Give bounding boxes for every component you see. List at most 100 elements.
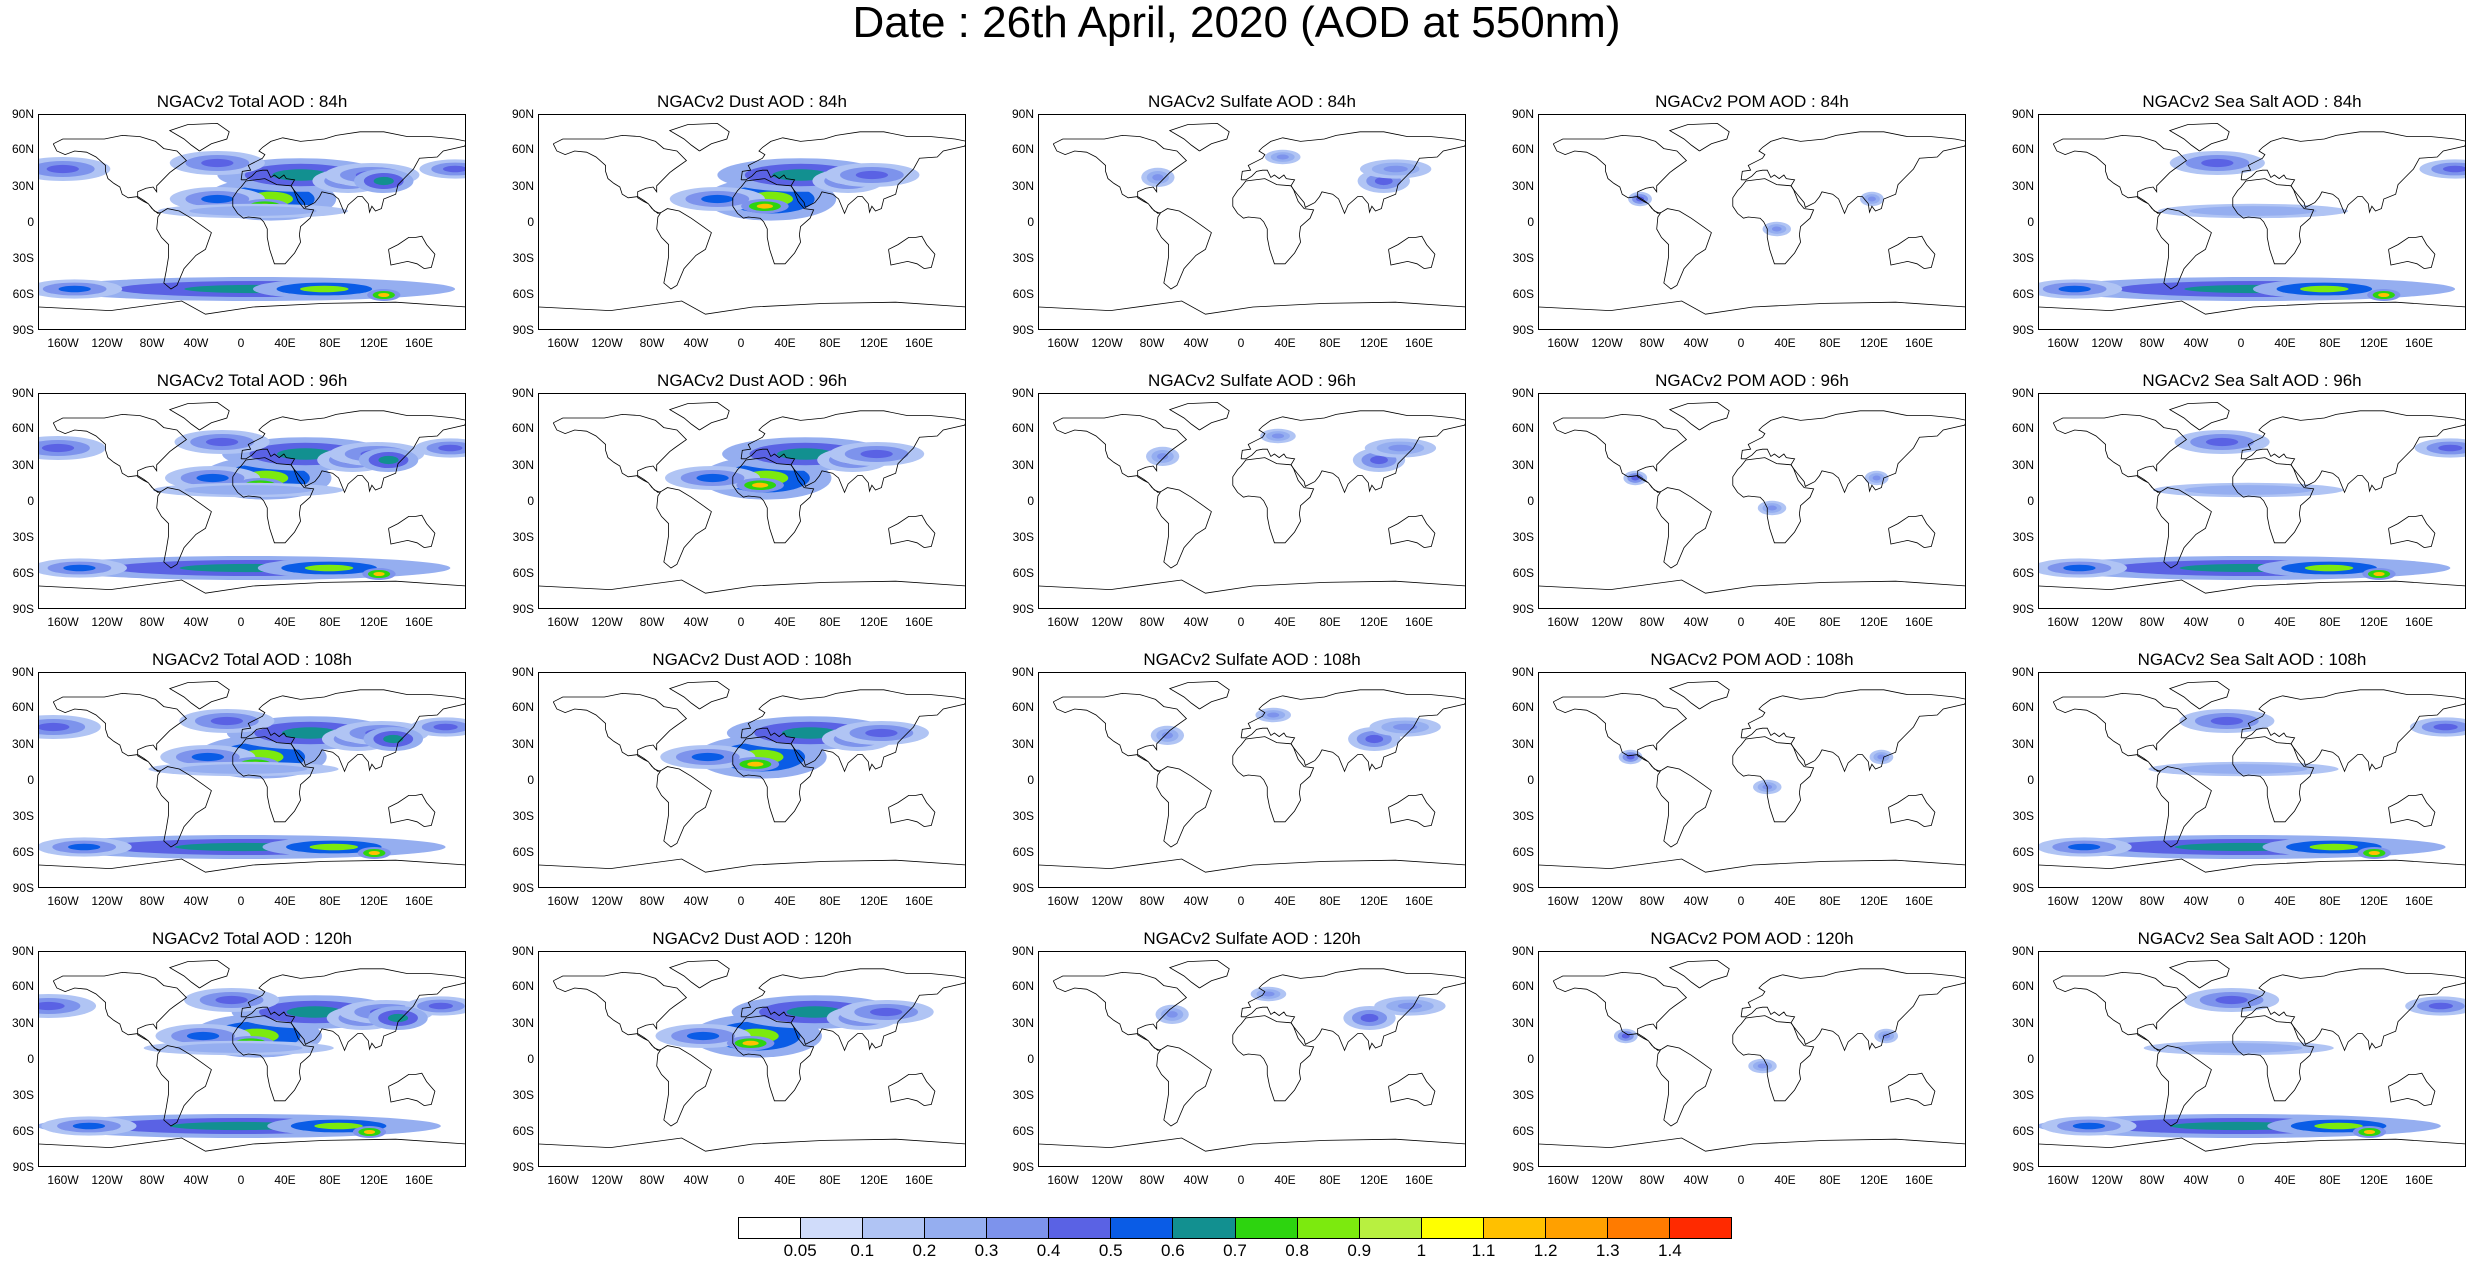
latitude-tick-label: 90S <box>1012 602 1034 616</box>
aod-plume <box>215 487 281 493</box>
longitude-tick-label: 160E <box>404 894 434 908</box>
aod-plume <box>2072 1122 2106 1130</box>
aod-plume <box>2309 843 2359 851</box>
colorbar-tick-label: 0.5 <box>1098 1241 1123 1260</box>
coastline <box>39 579 465 594</box>
longitude-tick-label: 160W <box>47 894 79 908</box>
coastline <box>552 413 712 569</box>
longitude-tick-label: 40W <box>1183 336 1209 350</box>
map-panel: NGACv2 Total AOD : 108h 90N 60N 30N 0 30S 60S 9… <box>0 650 500 920</box>
aod-plume <box>1276 154 1289 160</box>
colorbar-swatch <box>1235 1218 1298 1238</box>
aod-plume <box>2201 158 2234 168</box>
coastline <box>1052 971 1212 1127</box>
longitude-tick-label: 40E <box>2274 1173 2296 1187</box>
latitude-tick-label: 0 <box>27 494 34 508</box>
latitude-tick-label: 60S <box>1012 566 1034 580</box>
coastline <box>1732 736 1815 823</box>
aod-map <box>1538 672 1966 888</box>
latitude-tick-label: 0 <box>1527 215 1534 229</box>
latitude-tick-label: 60S <box>12 287 34 301</box>
longitude-tick-label: 160E <box>904 1173 934 1187</box>
latitude-tick-label: 60N <box>2011 421 2034 435</box>
latitude-tick-label: 90S <box>2012 323 2034 337</box>
longitude-tick-label: 80E <box>319 1173 341 1187</box>
longitude-tick-label: 40W <box>2183 615 2209 629</box>
latitude-tick-label: 30S <box>12 530 34 544</box>
aod-map <box>1038 114 1466 330</box>
latitude-tick-label: 90S <box>1012 881 1034 895</box>
latitude-tick-label: 90N <box>2011 944 2034 958</box>
coastline <box>168 959 230 989</box>
map-panel: NGACv2 POM AOD : 96h 90N 60N 30N 0 30S 60S 90S 1… <box>1500 371 2000 641</box>
latitude-tick-label: 30N <box>1011 737 1034 751</box>
latitude-tick-label: 60N <box>1511 700 1534 714</box>
aod-plume <box>1383 165 1408 173</box>
coastline <box>668 122 730 152</box>
latitude-tick-label: 30N <box>2011 737 2034 751</box>
longitude-tick-label: 80W <box>1139 336 1165 350</box>
latitude-tick-label: 60S <box>12 1124 34 1138</box>
latitude-tick-label: 90S <box>2012 881 2034 895</box>
latitude-tick-label: 60S <box>512 845 534 859</box>
longitude-tick-label: 120W <box>1591 615 1623 629</box>
coastline <box>1539 300 1965 315</box>
longitude-tick-label: 160W <box>47 1173 79 1187</box>
longitude-tick-label: 160W <box>2047 336 2079 350</box>
longitude-tick-label: 160E <box>1904 894 1934 908</box>
longitude-tick-label: 160W <box>1047 1173 1079 1187</box>
colorbar-tick-label: 1 <box>1416 1241 1427 1260</box>
latitude-tick-label: 0 <box>2027 773 2034 787</box>
aod-map <box>38 393 466 609</box>
longitude-tick-label: 40E <box>774 336 796 350</box>
longitude-tick-label: 40E <box>1274 1173 1296 1187</box>
latitude-tick-label: 90N <box>1011 386 1034 400</box>
longitude-tick-label: 0 <box>1237 615 1245 629</box>
panel-title: NGACv2 POM AOD : 108h <box>1650 650 1854 669</box>
coastline <box>168 680 230 710</box>
longitude-tick-label: 40E <box>774 615 796 629</box>
longitude-tick-label: 120E <box>1859 336 1889 350</box>
latitude-tick-label: 60N <box>511 142 534 156</box>
latitude-tick-label: 90S <box>512 881 534 895</box>
aod-plume <box>368 850 380 856</box>
latitude-tick-label: 90S <box>2012 602 2034 616</box>
aod-plume <box>756 203 773 209</box>
aod-plume <box>210 716 244 726</box>
longitude-tick-label: 120E <box>359 894 389 908</box>
coastline <box>539 300 965 315</box>
latitude-tick-label: 30N <box>2011 179 2034 193</box>
aod-map <box>2038 672 2466 888</box>
latitude-tick-label: 30S <box>1012 530 1034 544</box>
map-panel: NGACv2 Total AOD : 120h 90N 60N 30N 0 30S 60S 9… <box>0 929 500 1199</box>
coastline <box>1539 1137 1965 1152</box>
longitude-tick-label: 120E <box>1359 1173 1389 1187</box>
longitude-tick-label: 80E <box>819 615 841 629</box>
latitude-tick-label: 0 <box>1527 494 1534 508</box>
aod-plume <box>869 1007 903 1017</box>
coastline <box>1888 793 1936 828</box>
longitude-tick-label: 40E <box>1774 615 1796 629</box>
coastline <box>1740 689 1965 773</box>
longitude-tick-label: 80W <box>1639 1173 1665 1187</box>
longitude-tick-label: 80W <box>2139 894 2165 908</box>
latitude-tick-label: 30S <box>1512 251 1534 265</box>
aod-plume <box>2300 285 2349 293</box>
aod-plume <box>63 564 96 572</box>
aod-plume <box>2211 766 2276 772</box>
coastline <box>740 689 965 773</box>
longitude-tick-label: 80W <box>139 894 165 908</box>
coastline <box>1232 1015 1315 1102</box>
aod-map <box>2038 114 2466 330</box>
latitude-tick-label: 90N <box>2011 386 2034 400</box>
longitude-tick-label: 40W <box>1183 1173 1209 1187</box>
aod-plume <box>2058 285 2091 293</box>
aod-plume <box>300 285 349 293</box>
latitude-tick-label: 60S <box>1512 1124 1534 1138</box>
latitude-tick-label: 60N <box>511 700 534 714</box>
colorbar-swatch <box>1607 1218 1670 1238</box>
aod-map <box>538 951 966 1167</box>
panel-title: NGACv2 Sulfate AOD : 108h <box>1143 650 1361 669</box>
aod-plume <box>304 564 354 572</box>
aod-plume <box>215 995 248 1005</box>
